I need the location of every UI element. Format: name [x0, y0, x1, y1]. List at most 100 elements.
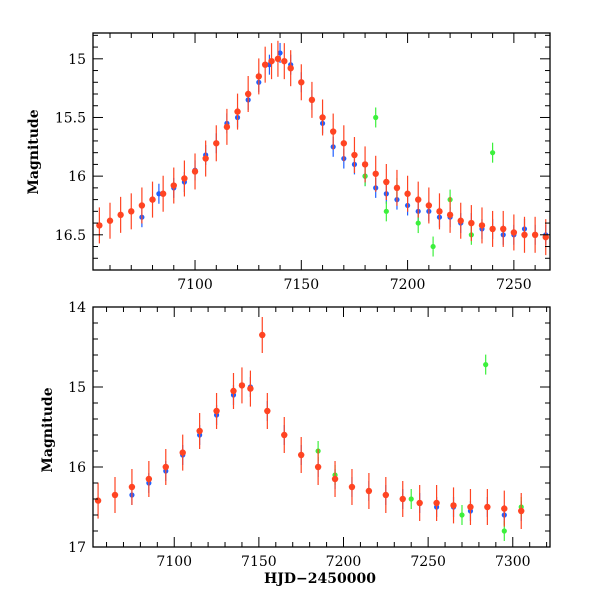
red-point	[500, 225, 507, 233]
x-tick-label: 7250	[496, 277, 532, 293]
red-point	[281, 57, 288, 65]
red-point	[94, 497, 102, 504]
axes-frame	[92, 32, 551, 271]
red-point	[457, 217, 464, 224]
y-tick-label: 16.5	[55, 228, 86, 244]
red-point	[202, 155, 209, 162]
red-point	[484, 503, 491, 511]
blue-point	[277, 50, 283, 56]
green-point	[415, 220, 421, 226]
red-point	[489, 225, 496, 233]
x-tick-label: 7200	[390, 277, 426, 293]
plot-area	[96, 40, 549, 257]
red-point	[298, 79, 305, 86]
axes-frame	[92, 306, 551, 548]
red-point	[106, 217, 114, 224]
y-tick-label: 14	[68, 300, 86, 316]
x-tick-label: 7150	[241, 554, 277, 570]
red-point	[162, 463, 169, 471]
y-tick-label: 16	[68, 169, 86, 185]
red-point	[213, 407, 220, 415]
top-ylabel: Magnitude	[26, 109, 42, 194]
red-point	[416, 499, 423, 507]
red-point	[281, 431, 288, 439]
red-point	[196, 427, 203, 435]
x-tick-label: 7250	[410, 554, 446, 570]
red-point	[329, 128, 337, 135]
red-point	[111, 491, 119, 499]
red-point	[510, 229, 518, 236]
green-point	[490, 150, 496, 156]
red-point	[117, 211, 124, 219]
red-point	[521, 231, 528, 239]
x-tick-label: 7150	[283, 277, 319, 293]
x-tick-label: 7100	[177, 277, 213, 293]
y-tick-label: 16	[68, 460, 86, 476]
red-point	[542, 233, 549, 241]
top-panel: 7100 7150 7200 7250 15 15.5 16 16.5	[55, 32, 551, 293]
red-point	[128, 483, 136, 491]
green-point	[373, 114, 379, 121]
red-point	[415, 196, 422, 203]
red-point	[331, 475, 339, 483]
red-point	[382, 491, 390, 499]
red-point	[361, 161, 369, 168]
x-tick-label: 7200	[326, 554, 362, 570]
red-point	[213, 140, 220, 147]
red-point	[383, 178, 390, 186]
red-point	[159, 190, 167, 197]
red-point	[450, 502, 457, 509]
red-point	[348, 483, 356, 491]
red-point	[351, 151, 358, 159]
green-point	[483, 362, 489, 368]
red-point	[531, 231, 539, 239]
red-point	[274, 55, 282, 63]
red-point	[264, 407, 271, 415]
red-point	[238, 382, 246, 389]
red-point	[149, 196, 156, 203]
y-tick-label: 15.5	[55, 110, 86, 126]
red-point	[261, 61, 269, 68]
red-point	[287, 64, 294, 72]
bottom-panel: 7100 7150 7200 7250 7300 14 15 16 17	[68, 300, 551, 570]
red-point	[467, 503, 474, 511]
red-point	[340, 140, 348, 147]
y-tick-label: 15	[68, 52, 86, 68]
red-point	[255, 73, 262, 80]
red-point	[425, 202, 433, 209]
red-point	[446, 211, 454, 219]
red-point	[223, 123, 231, 131]
red-point	[145, 475, 153, 483]
red-point	[433, 499, 440, 507]
red-point	[244, 90, 252, 98]
red-point	[365, 487, 373, 495]
red-point	[314, 463, 322, 471]
red-point	[259, 331, 266, 339]
red-point	[234, 108, 241, 115]
red-point	[468, 219, 475, 227]
blue-point	[156, 191, 162, 197]
red-point	[191, 168, 199, 175]
red-point	[128, 208, 135, 215]
red-point	[170, 182, 177, 189]
red-point	[96, 222, 103, 229]
x-tick-label: 7100	[156, 554, 192, 570]
red-point	[138, 202, 146, 209]
red-point	[297, 451, 305, 459]
red-point	[179, 449, 186, 456]
red-point	[501, 505, 508, 512]
y-tick-label: 15	[68, 380, 86, 396]
red-point	[404, 190, 411, 197]
green-point	[408, 496, 414, 502]
green-point	[501, 528, 507, 534]
x-tick-label: 7300	[495, 554, 531, 570]
red-point	[478, 222, 486, 229]
y-tick-label: 17	[68, 540, 86, 556]
red-point	[319, 114, 326, 121]
red-point	[372, 170, 379, 177]
red-point	[230, 387, 237, 395]
plot-area	[94, 317, 525, 541]
red-point	[436, 208, 443, 215]
red-point	[393, 184, 401, 192]
